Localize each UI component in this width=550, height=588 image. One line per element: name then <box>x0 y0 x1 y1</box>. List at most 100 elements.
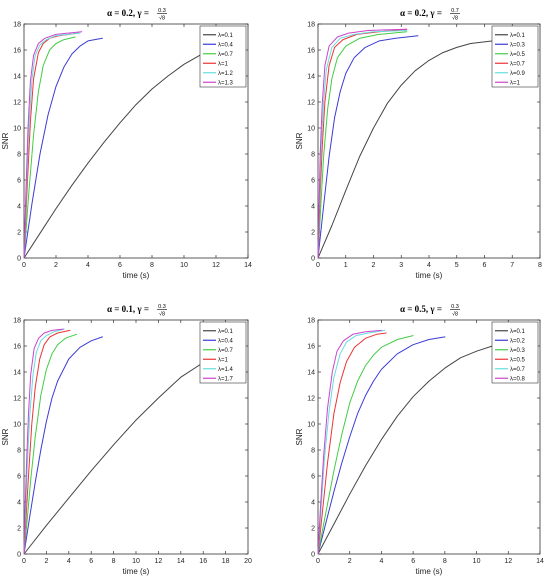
x-tick-label: 12 <box>212 262 220 269</box>
x-tick-label: 10 <box>132 558 140 565</box>
y-tick-label: 2 <box>17 526 21 533</box>
title-fraction-denominator: √8 <box>452 15 458 22</box>
x-tick-label: 6 <box>483 262 487 269</box>
y-tick-label: 8 <box>17 448 21 455</box>
x-tick-label: 0 <box>22 262 26 269</box>
title-fraction-numerator: 0.3 <box>158 8 166 14</box>
y-axis-label: SNR <box>1 132 10 149</box>
x-tick-label: 5 <box>455 262 459 269</box>
y-tick-label: 4 <box>311 204 315 211</box>
y-tick-label: 10 <box>13 422 21 429</box>
x-tick-label: 8 <box>443 558 447 565</box>
legend-entry: λ=1.7 <box>218 376 234 382</box>
y-tick-label: 16 <box>13 48 21 55</box>
x-tick-label: 7 <box>510 262 514 269</box>
y-tick-label: 18 <box>13 22 21 29</box>
chart-title: α = 0.2, γ = <box>400 8 442 18</box>
x-tick-label: 14 <box>244 262 252 269</box>
y-tick-label: 0 <box>17 256 21 263</box>
x-tick-label: 0 <box>22 558 26 565</box>
y-tick-label: 10 <box>13 126 21 133</box>
y-tick-label: 12 <box>307 100 315 107</box>
legend: λ=0.1 λ=0.4 λ=0.7 λ=1 λ=1.4 λ=1.7 <box>199 321 247 384</box>
legend-entry: λ=0.8 <box>510 376 526 382</box>
series-line-3 <box>23 36 76 259</box>
legend-box <box>199 25 247 88</box>
legend-entry: λ=1 <box>510 80 521 86</box>
y-tick-label: 10 <box>307 422 315 429</box>
y-tick-label: 4 <box>17 500 21 507</box>
title-fraction-numerator: 0.3 <box>451 304 459 310</box>
series-line-2 <box>23 37 103 259</box>
series-line-5 <box>23 328 65 555</box>
y-tick-label: 12 <box>307 396 315 403</box>
chart-title: α = 0.2, γ = <box>107 8 149 18</box>
x-tick-label: 2 <box>372 262 376 269</box>
x-tick-label: 6 <box>89 558 93 565</box>
y-tick-label: 14 <box>307 74 315 81</box>
series-line-2 <box>317 336 446 555</box>
title-fraction-denominator: √8 <box>159 15 165 22</box>
series-line-3 <box>23 333 78 555</box>
title-fraction-denominator: √8 <box>159 311 165 318</box>
legend-entry: λ=1.2 <box>218 71 234 77</box>
x-tick-label: 4 <box>427 262 431 269</box>
legend-entry: λ=0.3 <box>510 348 526 354</box>
legend-entry: λ=0.4 <box>218 338 234 344</box>
y-tick-label: 0 <box>17 552 21 559</box>
chart-panel-4: α = 0.5, γ = 0.3√8 0 2 4 6 8 10 12 14 0 2 4 6 8 10 12 14 1… <box>295 304 544 576</box>
legend: λ=0.1 λ=0.2 λ=0.3 λ=0.5 λ=0.7 λ=0.8 <box>491 321 539 384</box>
y-tick-label: 16 <box>307 48 315 55</box>
y-tick-label: 4 <box>17 204 21 211</box>
x-tick-label: 1 <box>344 262 348 269</box>
series-line-1 <box>317 40 494 259</box>
x-tick-label: 2 <box>54 262 58 269</box>
legend-entry: λ=0.3 <box>510 42 526 48</box>
x-axis-label: time (s) <box>123 567 150 576</box>
series-line-6 <box>317 329 382 555</box>
x-tick-label: 6 <box>411 558 415 565</box>
y-axis-label: SNR <box>295 428 304 445</box>
legend-entry: λ=0.7 <box>510 61 526 67</box>
y-tick-label: 2 <box>17 230 21 237</box>
y-tick-label: 12 <box>13 100 21 107</box>
y-axis-label: SNR <box>295 132 304 149</box>
x-axis-label: time (s) <box>123 271 150 280</box>
series-line-1 <box>317 345 493 555</box>
series-line-3 <box>317 31 408 259</box>
y-tick-label: 14 <box>13 74 21 81</box>
legend-entry: λ=1 <box>218 357 229 363</box>
legend-box <box>199 321 247 384</box>
x-axis-label: time (s) <box>416 271 443 280</box>
y-axis-label: SNR <box>1 428 10 445</box>
x-tick-label: 14 <box>536 558 544 565</box>
legend-entry: λ=0.5 <box>510 52 526 58</box>
y-tick-label: 8 <box>311 448 315 455</box>
x-tick-label: 4 <box>67 558 71 565</box>
y-tick-label: 12 <box>13 396 21 403</box>
y-tick-label: 16 <box>13 344 21 351</box>
legend-entry: λ=0.7 <box>218 348 234 354</box>
series-line-6 <box>317 28 408 259</box>
legend-entry: λ=1 <box>218 61 229 67</box>
y-tick-label: 2 <box>311 526 315 533</box>
legend-box <box>491 25 539 88</box>
y-tick-label: 18 <box>307 318 315 325</box>
x-tick-label: 8 <box>112 558 116 565</box>
y-tick-label: 0 <box>311 256 315 263</box>
y-tick-label: 18 <box>13 318 21 325</box>
y-tick-label: 6 <box>311 178 315 185</box>
legend-box <box>491 321 539 384</box>
legend-entry: λ=0.2 <box>510 338 526 344</box>
x-tick-label: 4 <box>86 262 90 269</box>
chart-panel-3: α = 0.1, γ = 0.3√8 0 2 4 6 8 10 12 14 16 18 20 0 2 4 6 8 1… <box>1 304 252 576</box>
chart-title: α = 0.5, γ = <box>400 304 442 314</box>
y-tick-label: 14 <box>13 370 21 377</box>
x-tick-label: 12 <box>504 558 512 565</box>
legend-entry: λ=0.7 <box>510 367 526 373</box>
chart-panel-2: α = 0.2, γ = 0.7√80 1 2 3 4 5 6 7 802468101214161… <box>295 8 542 280</box>
legend-entry: λ=0.4 <box>218 42 234 48</box>
legend-entry: λ=0.7 <box>218 52 234 58</box>
series-line-2 <box>23 336 103 555</box>
